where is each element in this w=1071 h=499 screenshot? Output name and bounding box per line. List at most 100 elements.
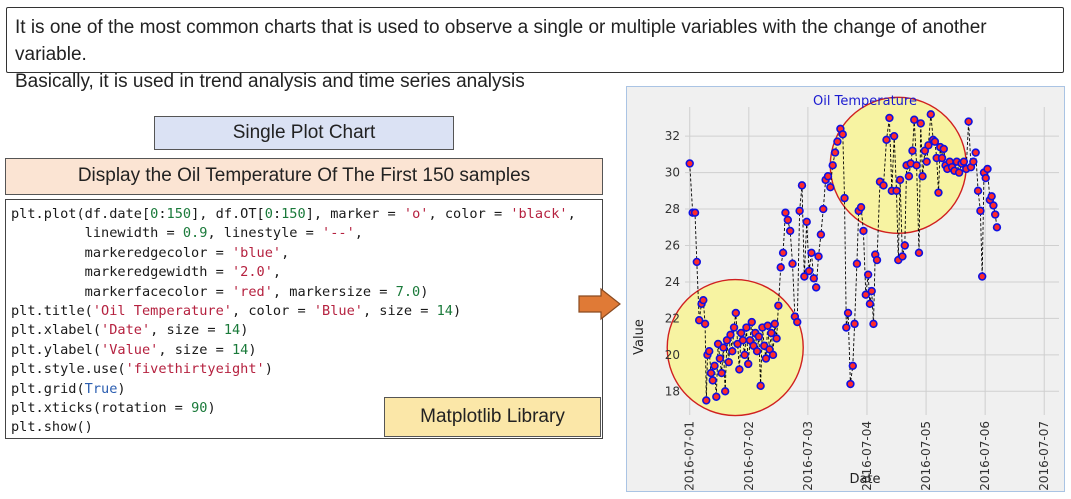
data-point (816, 230, 826, 239)
data-point (930, 137, 940, 146)
data-point (859, 226, 868, 236)
data-point (702, 396, 711, 405)
data-point (869, 319, 878, 329)
data-point (867, 286, 876, 296)
data-point (740, 350, 749, 360)
data-point (814, 252, 823, 261)
description-line-2: Basically, it is used in trend analysis … (15, 71, 525, 92)
data-point (879, 181, 888, 190)
code-line: markeredgecolor = 'blue', (11, 244, 290, 261)
data-point (795, 206, 804, 216)
data-point (842, 323, 851, 332)
data-point (900, 241, 909, 250)
data-point (710, 361, 719, 370)
data-point (736, 328, 746, 338)
data-point (719, 343, 728, 352)
code-line: plt.show() (11, 419, 93, 436)
data-point (826, 182, 835, 192)
data-point (692, 257, 702, 267)
data-point (754, 332, 764, 341)
code-line: plt.title('Oil Temperature', color = 'Bl… (11, 303, 462, 320)
data-point (690, 208, 700, 217)
data-point (705, 347, 714, 356)
data-point (809, 274, 819, 283)
data-point (785, 226, 795, 236)
data-point (694, 316, 704, 325)
data-point (731, 308, 741, 318)
data-point (934, 188, 943, 197)
data-point (767, 328, 776, 338)
data-point (729, 323, 739, 332)
data-point (706, 368, 716, 378)
data-point (770, 319, 780, 329)
data-point (783, 215, 793, 225)
data-point (819, 204, 828, 214)
data-point (918, 172, 927, 181)
data-point (724, 357, 733, 367)
y-tick-label: 24 (665, 275, 680, 289)
single-plot-chart-label: Single Plot Chart (154, 116, 454, 150)
display-title-label: Display the Oil Temperature Of The First… (5, 158, 603, 195)
data-point (987, 192, 996, 201)
data-point (756, 381, 765, 391)
data-point (910, 115, 919, 124)
data-point (937, 153, 947, 163)
data-point (830, 148, 840, 157)
chart-panel: 18 20 22 24 26 28 30 32 2016-07-01 2016-07-02 201… (626, 86, 1065, 492)
data-point (793, 317, 802, 327)
data-point (685, 159, 694, 168)
x-tick-label: 2016-07-04 (860, 421, 874, 491)
data-point (973, 186, 983, 196)
data-point (823, 172, 833, 181)
data-point (774, 301, 783, 310)
code-line: plt.ylabel('Value', size = 14) (11, 341, 257, 358)
data-point (898, 252, 907, 261)
data-point (738, 336, 748, 345)
data-point (708, 376, 717, 385)
data-point (744, 359, 753, 369)
data-point (914, 248, 924, 257)
x-tick-label: 2016-07-07 (1037, 421, 1051, 491)
data-point (768, 350, 778, 360)
data-point (728, 347, 737, 356)
data-point (856, 203, 866, 212)
x-tick-label: 2016-07-02 (742, 421, 756, 491)
data-point (989, 201, 998, 210)
data-point (969, 157, 978, 166)
data-point (715, 354, 725, 363)
data-point (916, 119, 925, 128)
data-point (712, 392, 721, 401)
y-tick-label: 26 (665, 239, 680, 253)
data-point (992, 223, 1002, 232)
y-tick-labels: 18 20 22 24 26 28 30 32 (665, 129, 680, 398)
data-point (833, 137, 842, 146)
highlight-circles (666, 96, 967, 417)
data-point (912, 161, 921, 170)
data-point (872, 255, 882, 265)
data-point (720, 387, 730, 396)
code-line: plt.xlabel('Date', size = 14) (11, 322, 249, 339)
y-tick-label: 30 (665, 166, 680, 180)
data-point (971, 148, 980, 157)
data-point (747, 317, 756, 327)
data-point (807, 248, 816, 257)
matplotlib-library-label: Matplotlib Library (384, 397, 601, 437)
data-point (840, 193, 849, 203)
data-point (846, 379, 855, 389)
x-axis-label: Date (849, 472, 880, 487)
code-line: markerfacecolor = 'red', markersize = 7.… (11, 283, 429, 300)
data-point (861, 290, 870, 299)
description-box: It is one of the most common charts that… (6, 7, 1064, 92)
code-line: plt.grid(True) (11, 380, 126, 397)
data-point (850, 319, 859, 329)
data-point (735, 365, 744, 374)
data-point (983, 164, 992, 174)
data-point (977, 272, 987, 281)
y-tick-label: 22 (665, 311, 680, 325)
data-point (922, 157, 931, 166)
data-point (778, 248, 788, 257)
y-axis-label: Value (632, 319, 647, 355)
data-point (781, 208, 790, 217)
x-tick-label: 2016-07-01 (683, 421, 697, 491)
